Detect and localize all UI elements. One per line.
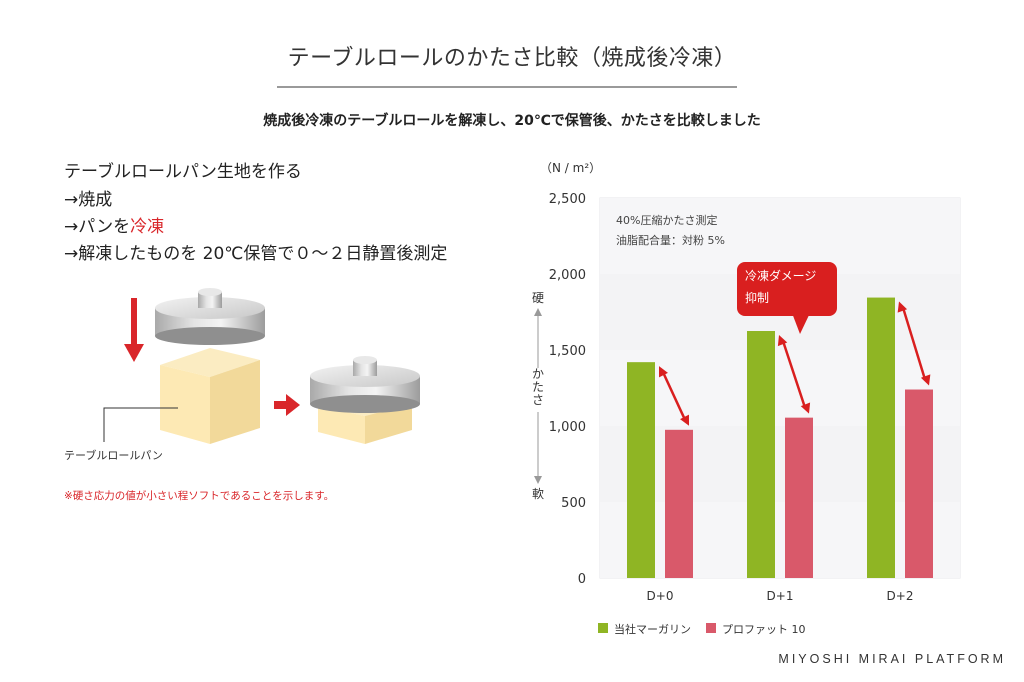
condition-compression: 40%圧縮かたさ測定 [616,213,717,227]
legend-label-margarine: 当社マーガリン [614,622,691,636]
x-tick-label-D+1: D+1 [767,589,794,603]
difference-arrow-D+2 [897,301,931,386]
legend-swatch-margarine [598,623,608,633]
compression-test-illustration [103,288,420,444]
press-plate-1 [155,288,265,345]
bar-profat-D+2 [905,389,933,578]
difference-arrow-D+1 [777,335,811,414]
process-step-3-highlight: 冷凍 [130,217,165,237]
bar-margarine-D+1 [747,331,775,578]
x-tick-label-D+2: D+2 [887,589,914,603]
bar-profat-D+1 [785,417,813,578]
callout-line-2: 抑制 [745,291,770,305]
y-tick-label: 1,500 [549,344,586,359]
process-step-4: →解凍したものを 20℃保管で０〜２日静置後測定 [64,244,448,264]
callout-pointer [792,313,810,334]
legend-swatch-profat [706,623,716,633]
bread-leader-line [103,407,178,442]
bread-label: テーブルロールパン [64,449,163,462]
side-label-hard: 硬 [532,291,544,305]
brand-footer: MIYOSHI MIRAI PLATFORM [778,652,1006,666]
legend-label-profat: プロファット 10 [722,623,806,636]
side-axis-arrow-icon [534,308,542,484]
title-underline [277,86,737,88]
process-step-2: →焼成 [64,190,113,210]
side-label-hardness: かたさ [532,367,544,407]
y-unit-label: （N / m²） [540,161,601,175]
bar-margarine-D+2 [867,297,895,578]
y-tick-label: 2,000 [549,268,586,283]
bar-profat-D+0 [665,429,693,578]
callout-line-1: 冷凍ダメージ [745,269,817,283]
y-tick-label: 1,000 [549,420,586,435]
y-tick-label: 0 [578,572,586,587]
press-plate-2 [310,356,420,413]
grid-band [600,502,960,578]
process-right-arrow-icon [274,394,300,416]
grid-band [600,426,960,502]
y-tick-label: 500 [561,496,586,511]
footnote: ※硬さ応力の値が小さい程ソフトであることを示します。 [64,490,335,502]
process-step-3: →パンを冷凍 [64,212,164,237]
bar-margarine-D+0 [627,362,655,578]
process-step-1: テーブルロールパン生地を作る [64,162,302,182]
bars [627,297,933,578]
difference-arrow-D+0 [659,366,689,426]
grid-band [600,198,960,274]
x-tick-label-D+0: D+0 [647,589,674,603]
page-subtitle: 焼成後冷凍のテーブルロールを解凍し、20℃で保管後、かたさを比較しました [263,113,761,129]
side-label-soft: 軟 [532,486,544,501]
y-tick-labels: 0 500 1,000 1,500 2,000 2,500 [549,192,586,587]
press-down-arrow-icon [124,298,144,362]
y-tick-label: 2,500 [549,192,586,207]
difference-arrows [659,301,931,426]
grid-band [600,350,960,426]
page-title: テーブルロールのかたさ比較（焼成後冷凍） [287,46,737,71]
bread-cube-1 [160,348,260,444]
process-step-3-prefix: →パンを [64,217,131,237]
plot-background [599,197,961,579]
condition-fat-ratio: 油脂配合量：対粉 5% [616,233,725,247]
x-tick-labels: D+0 D+1 D+2 [647,589,914,603]
freeze-damage-callout: 冷凍ダメージ 抑制 [737,262,837,316]
